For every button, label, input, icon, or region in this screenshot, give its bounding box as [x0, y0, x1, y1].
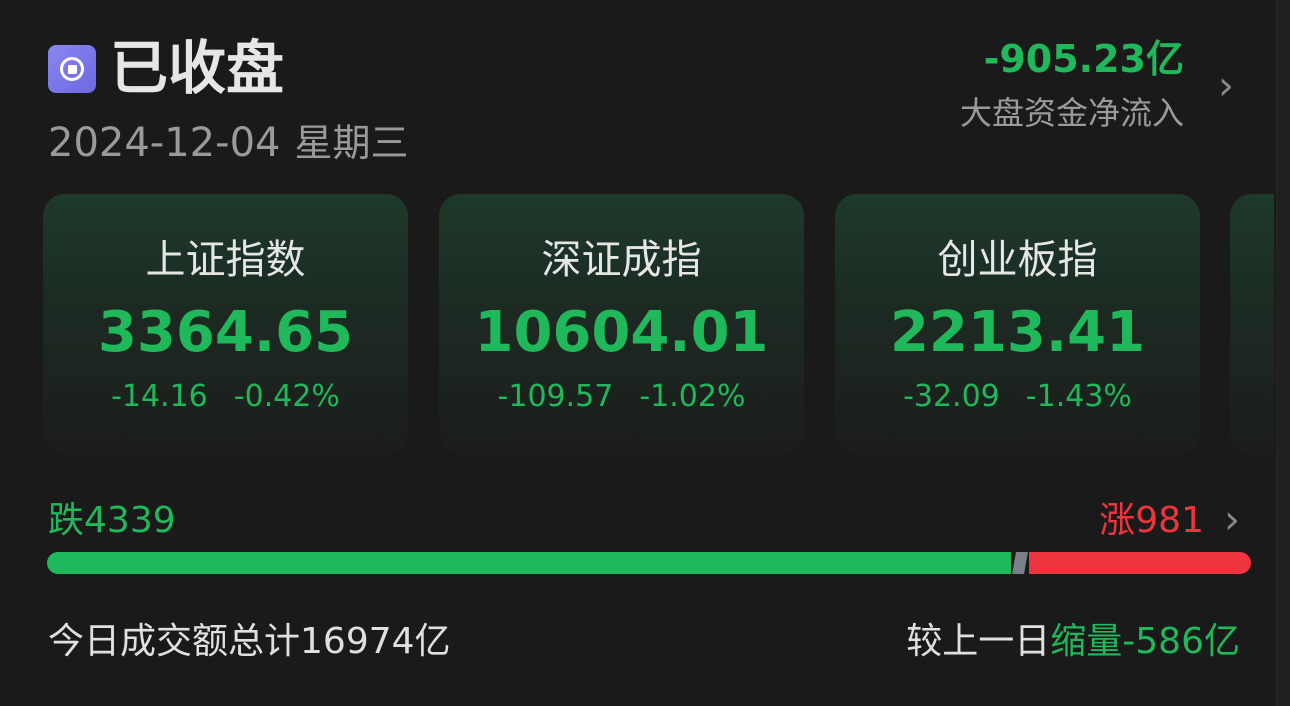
volume-label: 今日成交额总计: [48, 621, 301, 662]
breadth-bar: [47, 552, 1251, 574]
decliners-segment: [47, 552, 1011, 574]
index-change-pct: -1.43%: [1025, 379, 1132, 414]
compare-unit: 亿: [1203, 621, 1240, 662]
compare-label: 较上一日: [906, 621, 1051, 662]
decliners-count: 跌4339: [48, 498, 176, 544]
index-change: -109.57: [497, 379, 614, 414]
up-count: 981: [1135, 500, 1204, 541]
market-status-title: 已收盘: [110, 34, 285, 102]
index-value: 2213.41: [889, 300, 1146, 365]
total-volume: 今日成交额总计16974亿: [48, 618, 451, 666]
index-change-pct: -1.02%: [639, 379, 746, 414]
advancers-count[interactable]: 涨981: [1099, 498, 1204, 544]
chevron-right-icon[interactable]: ›: [1224, 497, 1240, 543]
flat-segment: [1012, 552, 1028, 574]
advancers-segment: [1028, 552, 1251, 574]
index-value: 3364.65: [97, 300, 354, 365]
index-value: 10604.01: [474, 300, 769, 365]
volume-compare: 较上一日缩量-586亿: [906, 618, 1240, 666]
index-change: -14.16: [111, 379, 208, 414]
index-card-shanghai[interactable]: 上证指数 3364.65 -14.16 -0.42%: [43, 194, 408, 454]
chevron-right-icon[interactable]: ›: [1218, 63, 1234, 109]
market-closed-icon: [48, 45, 96, 93]
index-card-shenzhen[interactable]: 深证成指 10604.01 -109.57 -1.02%: [439, 194, 804, 454]
down-label: 跌: [48, 500, 85, 541]
index-card-partial[interactable]: [1230, 194, 1274, 454]
weekday-text: 星期三: [294, 121, 409, 165]
trade-date: 2024-12-04 星期三: [48, 118, 408, 168]
compare-type: 缩量: [1050, 621, 1123, 662]
index-name: 上证指数: [145, 237, 306, 283]
index-name: 深证成指: [541, 237, 702, 283]
scrollbar[interactable]: [1276, 0, 1290, 706]
index-name: 创业板指: [937, 237, 1098, 283]
down-count: 4339: [84, 500, 176, 541]
volume-unit: 亿: [414, 621, 451, 662]
compare-value: -586: [1122, 621, 1204, 662]
up-label: 涨: [1099, 500, 1136, 541]
net-inflow-label[interactable]: 大盘资金净流入: [959, 94, 1184, 132]
index-change-pct: -0.42%: [233, 379, 340, 414]
date-text: 2024-12-04: [48, 120, 281, 166]
volume-value: 16974: [300, 621, 415, 662]
index-change: -32.09: [903, 379, 1000, 414]
net-inflow-value[interactable]: -905.23亿: [983, 37, 1184, 81]
index-card-chinext[interactable]: 创业板指 2213.41 -32.09 -1.43%: [835, 194, 1200, 454]
